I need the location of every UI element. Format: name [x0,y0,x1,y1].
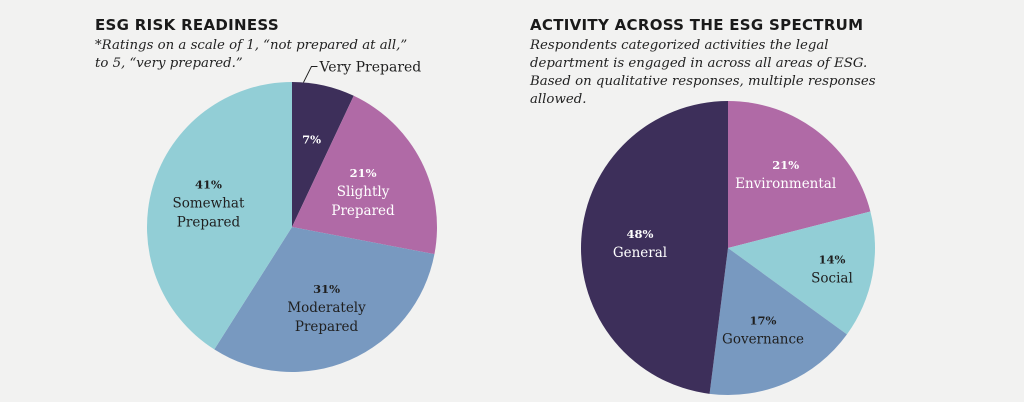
slice-label-somewhat-prepared: 41% Somewhat Prepared [173,178,245,231]
slice-name: Prepared [295,319,359,335]
slice-name: Social [811,270,853,286]
slice-percent: 14% [818,252,845,266]
slice-percent: 21% [350,166,377,180]
slice-name: Somewhat [173,196,245,212]
pie-slice-very-prepared [292,82,354,227]
slice-name: Environmental [735,176,836,192]
pie-slice-somewhat-prepared [146,82,292,350]
chart-title: ESG RISK READINESS [95,16,279,34]
slice-label-governance: 17% Governance [722,313,804,347]
slice-name: Moderately [287,300,366,316]
callout-line [303,65,318,83]
chart-subtitle: *Ratings on a scale of 1, “not prepared … [95,38,408,71]
slice-name: Prepared [177,215,241,231]
slice-label-moderately-prepared: 31% Moderately Prepared [287,282,366,335]
slice-percent: 31% [313,282,340,296]
slice-name: Very Prepared [318,59,421,75]
pie-slice-slightly-prepared [292,95,437,255]
chart-subtitle: Respondents categorized activities the l… [530,38,876,107]
esg-activity-panel: 21% Environmental 14% Social 17% Governance 48… [512,0,1024,402]
slice-percent: 41% [195,178,222,192]
slice-label-slightly-prepared: 21% Slightly Prepared [331,166,395,219]
pie-slice-moderately-prepared [214,227,435,372]
slice-percent: 21% [772,158,799,172]
slice-name: Prepared [331,203,395,219]
esg-activity-pie: 21% Environmental 14% Social 17% Governance 48… [581,101,875,395]
slice-percent: 7% [302,132,321,146]
esg-risk-readiness-panel: 7% Very Prepared 21% Slightly Prepared 31% Mod… [95,16,437,372]
slice-name: Slightly [337,184,390,200]
pie-slice-governance [709,248,847,395]
slice-percent: 17% [750,313,777,327]
slice-name: General [613,245,667,261]
slice-label-social: 14% Social [811,252,853,286]
esg-risk-readiness-pie: 7% Very Prepared 21% Slightly Prepared 31% Mod… [146,59,437,372]
slice-percent: 48% [627,227,654,241]
pie-slice-social [728,211,875,335]
slice-name: Governance [722,331,804,347]
slice-label-general: 48% General [613,227,667,261]
pie-slice-general [581,101,728,394]
pie-slice-environmental [728,101,871,248]
slice-label-very-prepared: 7% Very Prepared [302,59,421,146]
chart-title: ACTIVITY ACROSS THE ESG SPECTRUM [530,16,864,34]
slice-label-environmental: 21% Environmental [735,158,836,192]
